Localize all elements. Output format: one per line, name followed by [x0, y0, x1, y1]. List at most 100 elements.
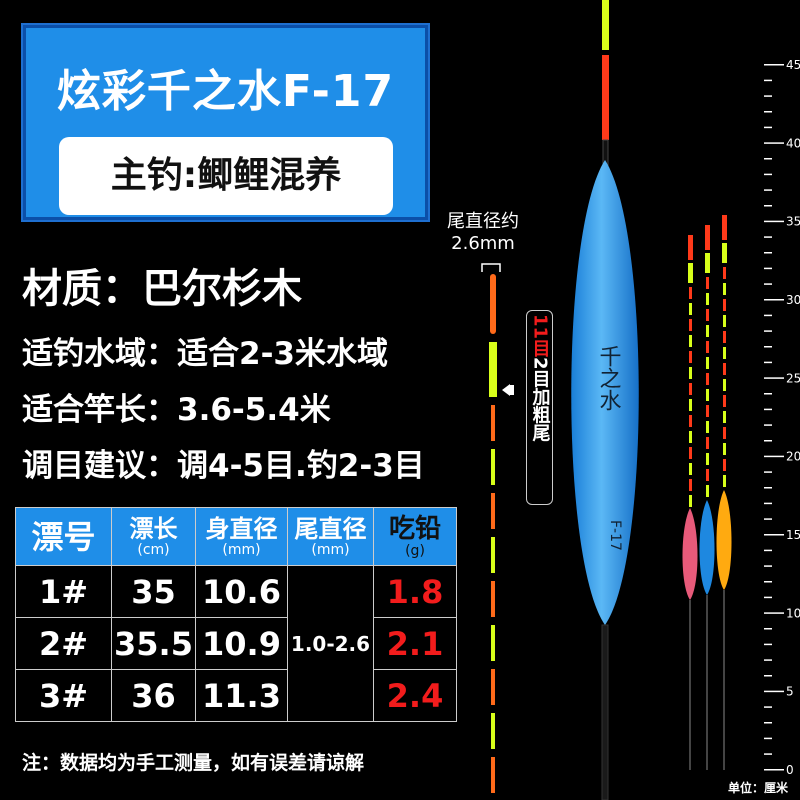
- ruler-label: 15: [786, 528, 800, 542]
- small-float-body: [682, 508, 698, 600]
- ruler-tick: [764, 361, 772, 364]
- tip-red: [602, 55, 609, 140]
- small-float-segment: [723, 379, 726, 391]
- ruler-tick: [764, 596, 772, 599]
- small-float-stem: [689, 600, 691, 770]
- small-float-segment: [689, 367, 692, 379]
- cell-tail: 1.0-2.6: [287, 565, 374, 722]
- ruler-tick: [764, 393, 772, 395]
- ruler-tick: [764, 549, 772, 552]
- small-float-segment: [689, 479, 692, 491]
- ruler-tick: [764, 126, 772, 129]
- table-header-row: 漂号 漂长 (cm) 身直径 (mm) 尾直径 (mm) 吃铅 (g): [15, 507, 457, 566]
- small-float-stem: [723, 590, 725, 770]
- cell-lead: 2.1: [373, 617, 457, 670]
- ruler-tick: [764, 408, 772, 411]
- ruler-tick: [764, 534, 784, 536]
- small-float-stem: [706, 595, 708, 770]
- ruler-tick: [764, 565, 772, 567]
- col-header: 尾直径: [294, 514, 367, 543]
- tail-segment-orange: [490, 274, 496, 334]
- ruler-label: 30: [786, 293, 800, 307]
- small-floats: [682, 215, 732, 770]
- ruler-label: 35: [786, 215, 800, 229]
- small-float-segment: [706, 469, 709, 481]
- small-float-tip: [722, 215, 727, 240]
- title-banner: 炫彩千之水F-17 主钓:鲫鲤混养: [21, 23, 430, 222]
- small-float-segment: [723, 443, 726, 455]
- cell-body: 11.3: [195, 669, 288, 722]
- small-float-segment: [706, 485, 709, 497]
- tail-segment: [491, 581, 495, 617]
- col-unit: (g): [405, 542, 425, 559]
- ruler-tick: [764, 706, 772, 708]
- tail-segment: [491, 669, 495, 705]
- cell-body: 10.9: [195, 617, 288, 670]
- small-float-segment: [723, 315, 726, 327]
- disclaimer-note: 注：数据均为手工测量，如有误差请谅解: [22, 752, 365, 774]
- small-float-segment: [689, 287, 692, 299]
- small-float-segment: [706, 293, 709, 305]
- small-float-body: [716, 490, 732, 590]
- col-header: 身直径: [205, 514, 278, 543]
- ruler-tick: [764, 158, 772, 160]
- table-row: 1# 35 10.6 1.0-2.6 1.8: [15, 565, 457, 722]
- small-float-segment: [706, 277, 709, 289]
- small-float-tip: [688, 235, 693, 260]
- cell-length: 35.5: [111, 617, 196, 670]
- small-float-segment: [706, 341, 709, 353]
- tail-segment-yellow: [489, 342, 497, 397]
- tail-segment: [491, 405, 495, 441]
- spec-table: 漂号 漂长 (cm) 身直径 (mm) 尾直径 (mm) 吃铅 (g) 1# 35 10.6…: [15, 507, 457, 722]
- small-float-segment: [706, 421, 709, 433]
- small-float-segment: [689, 303, 692, 315]
- marks-count: 11目: [529, 314, 551, 358]
- ruler-tick: [764, 267, 772, 270]
- ruler-tick: [764, 487, 772, 489]
- col-header: 漂号: [31, 517, 96, 556]
- ruler-tick: [764, 502, 772, 505]
- ruler-tick: [764, 377, 784, 379]
- tail-label-value: 2.6mm: [451, 233, 515, 254]
- ruler-tick: [764, 299, 784, 301]
- small-float-segment: [706, 405, 709, 417]
- small-float-segment: [689, 319, 692, 331]
- small-float-tip: [722, 243, 727, 263]
- small-float-segment: [723, 283, 726, 295]
- tail-segments: [491, 405, 495, 793]
- small-float-segment: [723, 475, 726, 487]
- cell-length: 36: [111, 669, 196, 722]
- small-float-segment: [723, 459, 726, 471]
- col-unit: (mm): [222, 541, 261, 558]
- ruler: 45 40 35 30 25 20 15 10 5 0: [764, 58, 800, 777]
- tail-segment: [491, 757, 495, 793]
- small-float-segment: [723, 427, 726, 439]
- ruler-tick: [764, 424, 772, 426]
- spec-water: 适钓水域：适合2-3米水域: [22, 336, 389, 372]
- small-float-segment: [689, 415, 692, 427]
- ruler-tick: [764, 205, 772, 207]
- spec-tuning: 调目建议：调4-5目.钓2-3目: [22, 448, 425, 484]
- small-float-segment: [689, 463, 692, 475]
- ruler-tick: [764, 737, 772, 740]
- small-float-segment: [723, 347, 726, 359]
- small-float-segment: [689, 495, 692, 507]
- spec-material: 材质：巴尔杉木: [22, 266, 302, 312]
- small-float-segment: [723, 395, 726, 407]
- ruler-unit: 单位：厘米: [728, 781, 789, 795]
- marks-thick: 2目加粗尾: [529, 357, 551, 442]
- tail-segment: [491, 713, 495, 749]
- float-brand: 千之水: [596, 345, 622, 411]
- small-float-segment: [706, 453, 709, 465]
- ruler-label: 25: [786, 371, 800, 385]
- cell-no: 2#: [15, 617, 112, 670]
- cell-lead: 1.8: [373, 565, 457, 618]
- tail-segment: [491, 493, 495, 529]
- ruler-tick: [764, 628, 772, 630]
- float-stem: [601, 624, 609, 800]
- small-float-segment: [689, 399, 692, 411]
- ruler-label: 45: [786, 58, 800, 72]
- tip-yellow: [602, 0, 609, 50]
- small-float-segment: [706, 389, 709, 401]
